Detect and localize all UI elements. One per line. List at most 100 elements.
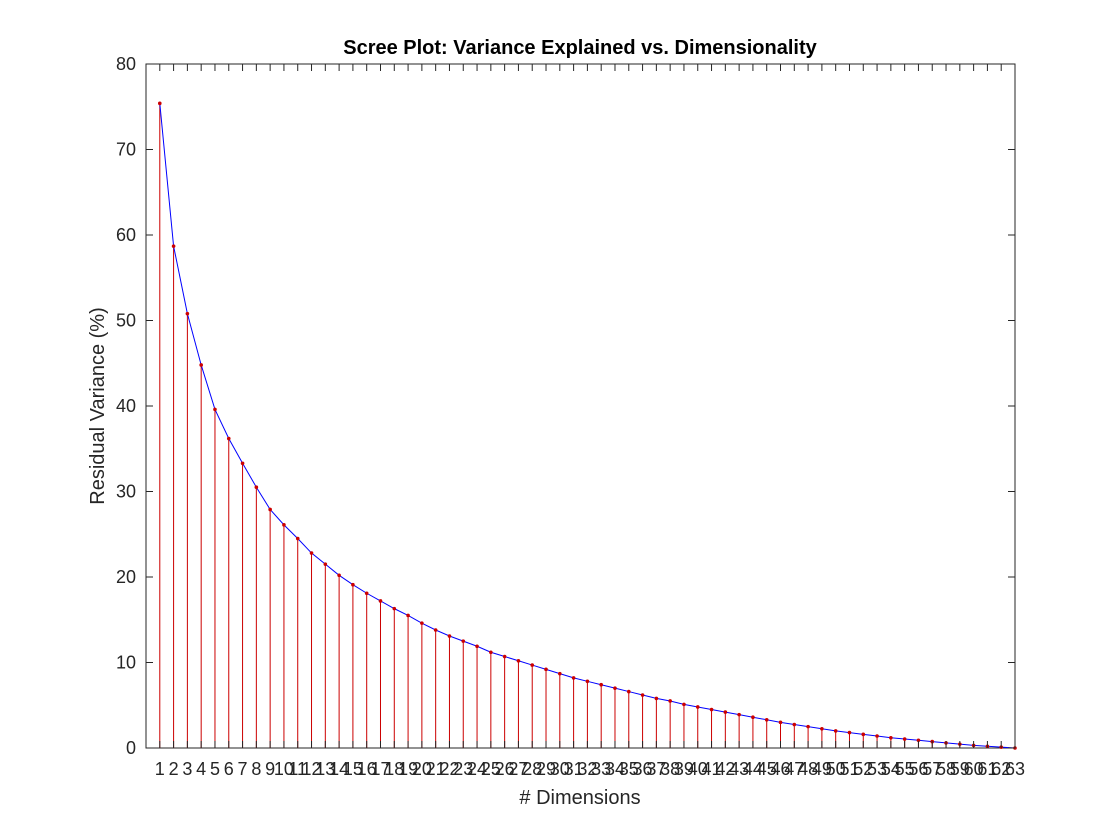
- x-tick-label: 59: [950, 759, 970, 779]
- data-point-13: [323, 562, 328, 566]
- x-tick-label: 32: [577, 759, 597, 779]
- x-tick-label: 2: [169, 759, 179, 779]
- x-tick-label: 48: [798, 759, 818, 779]
- data-point-29: [544, 667, 548, 672]
- data-point-15: [351, 582, 355, 587]
- data-point-30: [558, 671, 562, 676]
- x-tick-label: 12: [302, 759, 322, 779]
- data-point-5: [213, 407, 217, 412]
- data-point-14: [337, 573, 341, 578]
- data-point-28: [530, 663, 535, 667]
- data-point-54: [889, 735, 893, 740]
- data-point-3: [185, 311, 190, 316]
- x-tick-label: 52: [853, 759, 873, 779]
- data-point-8: [254, 485, 259, 490]
- x-tick-label: 30: [550, 759, 570, 779]
- x-tick-label: 26: [495, 759, 515, 779]
- x-tick-label: 23: [453, 759, 473, 779]
- stems-layer: [159, 103, 1002, 748]
- x-tick-label: 44: [743, 759, 763, 779]
- data-point-39: [682, 702, 686, 707]
- y-tick-label: 20: [116, 567, 136, 587]
- data-point-38: [668, 699, 672, 703]
- x-tick-label: 25: [481, 759, 501, 779]
- data-point-18: [392, 606, 397, 611]
- y-tick-label: 50: [116, 311, 136, 331]
- x-tick-label: 16: [357, 759, 377, 779]
- data-point-19: [406, 613, 410, 618]
- data-point-43: [737, 712, 741, 717]
- x-tick-label: 60: [964, 759, 984, 779]
- x-tick-label: 9: [265, 759, 275, 779]
- plot-area: [145, 63, 1016, 749]
- data-point-10: [282, 523, 286, 527]
- chart-title: Scree Plot: Variance Explained vs. Dimen…: [343, 37, 817, 59]
- y-tick-label: 0: [126, 738, 136, 758]
- data-point-23: [461, 639, 466, 643]
- data-point-34: [613, 686, 617, 690]
- x-tick-label: 51: [839, 759, 859, 779]
- x-tick-label: 47: [784, 759, 804, 779]
- x-tick-label: 54: [881, 759, 901, 779]
- x-tick-label: 18: [384, 759, 404, 779]
- x-tick-label: 35: [619, 759, 639, 779]
- data-point-36: [640, 693, 645, 697]
- data-point-1: [157, 101, 162, 106]
- data-point-7: [240, 461, 245, 466]
- x-tick-label: 7: [238, 759, 248, 779]
- data-point-35: [626, 689, 631, 694]
- data-point-56: [916, 738, 921, 743]
- x-tick-label: 50: [826, 759, 846, 779]
- data-point-53: [875, 734, 879, 738]
- x-tick-label: 4: [196, 759, 206, 779]
- data-point-12: [309, 551, 314, 555]
- x-tick-label: 46: [770, 759, 790, 779]
- data-point-42: [723, 710, 728, 714]
- data-point-31: [571, 676, 576, 680]
- x-tick-label: 40: [688, 759, 708, 779]
- x-tick-label: 15: [343, 759, 363, 779]
- x-tick-label: 61: [977, 759, 997, 779]
- x-tick-label: 63: [1005, 759, 1025, 779]
- y-axis-label: Residual Variance (%): [87, 307, 109, 505]
- x-tick-label: 6: [224, 759, 234, 779]
- data-point-25: [489, 650, 493, 655]
- x-tick-label: 55: [895, 759, 915, 779]
- x-axis: 1 2 3 4 5 6 7 8 91011121314151617181920212223242…: [155, 64, 1025, 779]
- data-point-6: [226, 436, 231, 441]
- data-point-27: [516, 658, 521, 663]
- data-point-33: [599, 682, 603, 687]
- data-point-17: [378, 599, 383, 603]
- x-tick-label: 27: [508, 759, 528, 779]
- x-tick-label: 36: [633, 759, 653, 779]
- x-tick-label: 10: [274, 759, 294, 779]
- x-tick-label: 14: [329, 759, 349, 779]
- x-tick-label: 37: [646, 759, 666, 779]
- data-point-50: [833, 729, 838, 733]
- data-point-20: [420, 621, 424, 625]
- x-tick-label: 17: [370, 759, 390, 779]
- series-line: [159, 103, 1016, 749]
- x-tick-label: 5: [210, 759, 220, 779]
- x-tick-label: 20: [412, 759, 432, 779]
- x-tick-label: 28: [522, 759, 542, 779]
- x-tick-label: 39: [674, 759, 694, 779]
- y-tick-label: 60: [116, 225, 136, 245]
- x-tick-label: 3: [182, 759, 192, 779]
- x-tick-label: 42: [715, 759, 735, 779]
- line-layer: [159, 103, 1016, 749]
- x-tick-label: 49: [812, 759, 832, 779]
- x-tick-label: 45: [757, 759, 777, 779]
- x-tick-label: 31: [564, 759, 584, 779]
- y-tick-label: 10: [116, 653, 136, 673]
- data-point-55: [902, 737, 907, 741]
- data-point-16: [364, 591, 369, 596]
- y-tick-label: 40: [116, 396, 136, 416]
- data-point-22: [447, 634, 452, 638]
- data-point-37: [654, 696, 659, 701]
- data-point-47: [792, 722, 797, 727]
- data-point-9: [268, 507, 272, 512]
- y-tick-label: 70: [116, 140, 136, 160]
- data-point-41: [709, 707, 714, 712]
